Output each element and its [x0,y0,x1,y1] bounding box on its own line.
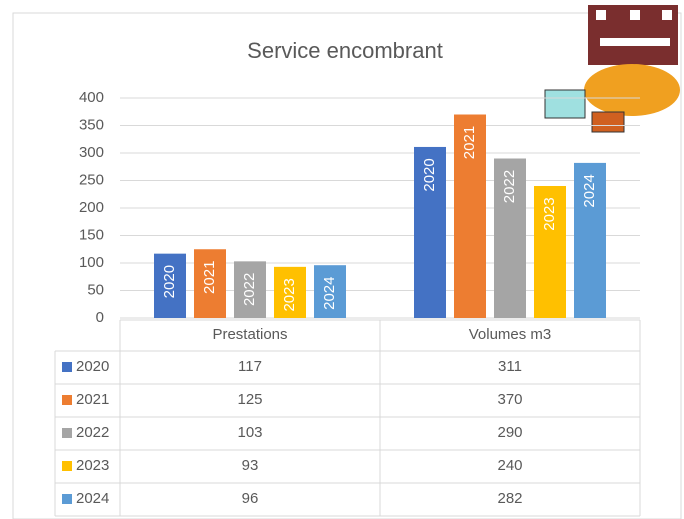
table-value: 103 [237,424,262,441]
clipart-band [600,38,670,46]
table-value: 282 [497,490,522,507]
clipart-sofa [584,64,680,116]
table-value: 290 [497,424,522,441]
clipart-window [662,10,672,20]
bar-label: 2023 [281,278,298,311]
legend-key [62,428,72,438]
bar [574,162,606,318]
bar [494,158,526,318]
y-tick-label: 150 [79,226,104,243]
bar [314,265,346,318]
bar [234,261,266,318]
x-tick-label: Volumes m3 [469,326,552,343]
bar-label: 2020 [161,265,178,298]
legend-label: 2020 [76,358,109,375]
clipart-cradle [544,89,586,119]
legend-key [62,362,72,372]
table-value: 370 [497,391,522,408]
bar [194,249,226,318]
bar [274,266,306,318]
bar-label: 2024 [581,174,598,207]
y-tick-label: 400 [79,89,104,106]
legend-label: 2023 [76,457,109,474]
y-tick-label: 100 [79,254,104,271]
legend-key [62,494,72,504]
legend-key [62,461,72,471]
bar [454,114,486,318]
x-tick-label: Prestations [212,326,287,343]
bar-label: 2021 [201,261,218,294]
legend-label: 2021 [76,391,109,408]
bar-label: 2021 [461,126,478,159]
bar-label: 2022 [501,170,518,203]
table-value: 117 [238,358,262,375]
bar-label: 2023 [541,197,558,230]
clipart [544,5,680,133]
bar-label: 2022 [241,273,258,306]
bar-label: 2024 [321,277,338,310]
y-tick-label: 0 [96,309,104,326]
chart-title: Service encombrant [247,38,443,63]
table-value: 96 [242,490,259,507]
table-value: 240 [497,457,522,474]
y-tick-label: 50 [87,281,104,298]
table-value: 125 [237,391,262,408]
y-tick-label: 300 [79,144,104,161]
legend-label: 2024 [76,490,109,507]
y-tick-label: 250 [79,171,104,188]
bar-label: 2020 [421,158,438,191]
y-tick-label: 200 [79,199,104,216]
table-value: 93 [242,457,259,474]
table-value: 311 [498,358,522,375]
clipart-window [630,10,640,20]
bar [154,253,186,318]
y-tick-label: 350 [79,116,104,133]
bar [414,146,446,318]
legend-label: 2022 [76,424,109,441]
clipart-radio [591,111,625,133]
legend-key [62,395,72,405]
clipart-window [596,10,606,20]
bar [534,186,566,318]
